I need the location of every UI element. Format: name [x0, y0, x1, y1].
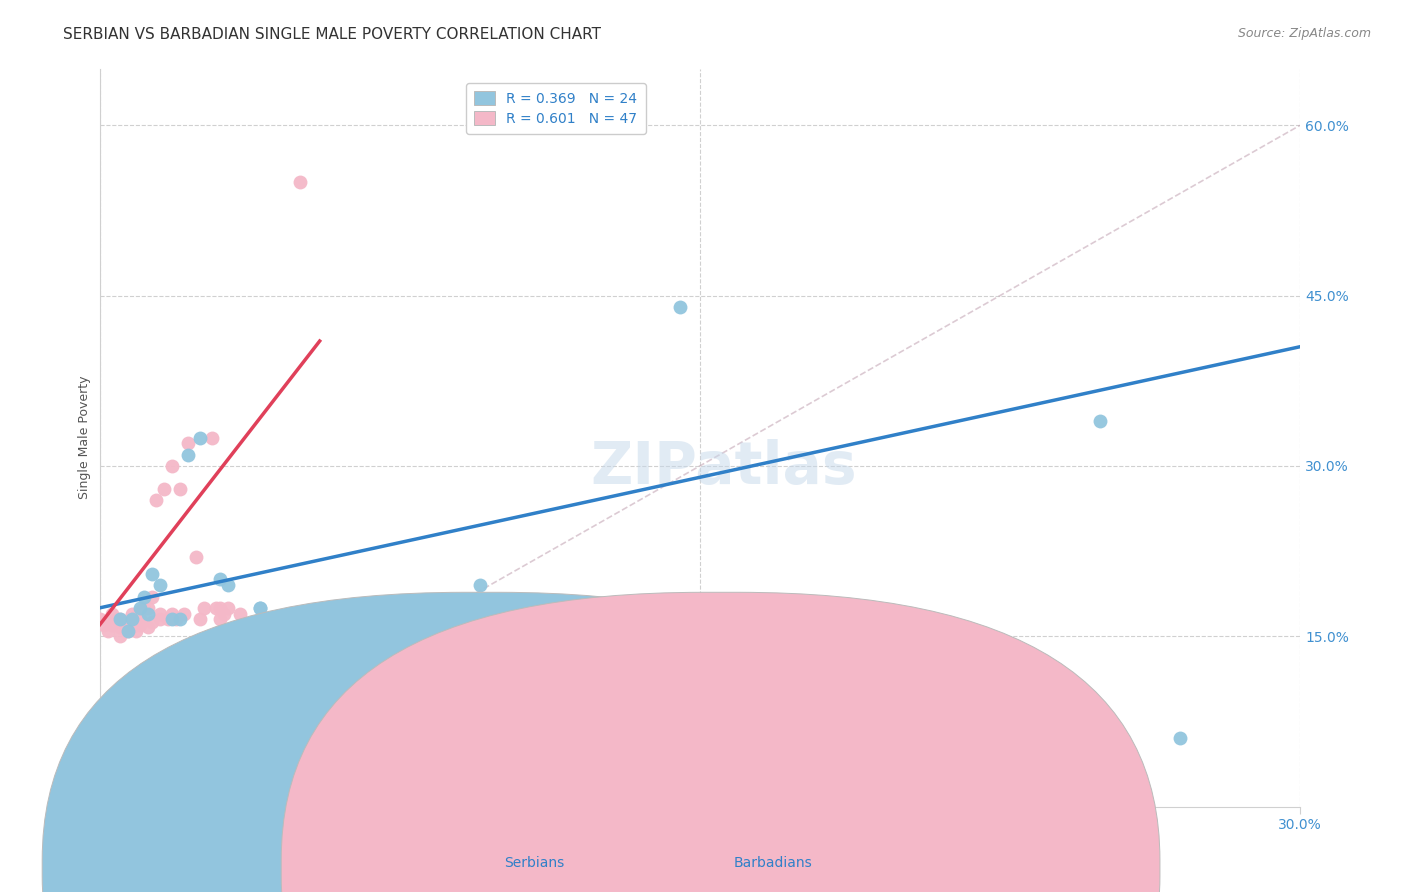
Point	[124, 624, 146, 638]
Point	[217, 578, 239, 592]
Point	[228, 607, 250, 621]
Point	[141, 590, 163, 604]
Point	[201, 431, 224, 445]
Text: ZIPatlas: ZIPatlas	[591, 439, 858, 496]
Point	[169, 482, 191, 496]
Point	[165, 612, 187, 626]
Text: Source: ZipAtlas.com: Source: ZipAtlas.com	[1237, 27, 1371, 40]
Point	[121, 620, 143, 634]
Point	[108, 612, 131, 626]
Point	[169, 612, 191, 626]
Point	[208, 600, 231, 615]
Point	[249, 600, 271, 615]
Point	[128, 600, 150, 615]
Point	[117, 624, 139, 638]
Point	[188, 612, 211, 626]
Point	[208, 612, 231, 626]
Point	[132, 590, 155, 604]
Text: SERBIAN VS BARBADIAN SINGLE MALE POVERTY CORRELATION CHART: SERBIAN VS BARBADIAN SINGLE MALE POVERTY…	[63, 27, 602, 42]
Point	[217, 600, 239, 615]
Point	[160, 607, 183, 621]
Point	[93, 618, 115, 632]
Point	[669, 300, 692, 314]
Point	[128, 618, 150, 632]
Legend: R = 0.369   N = 24, R = 0.601   N = 47: R = 0.369 N = 24, R = 0.601 N = 47	[465, 83, 645, 134]
Point	[89, 612, 111, 626]
Point	[149, 607, 172, 621]
Point	[204, 600, 226, 615]
Point	[193, 600, 215, 615]
Point	[132, 600, 155, 615]
Point	[117, 624, 139, 638]
Point	[1168, 731, 1191, 746]
Point	[468, 578, 491, 592]
Point	[240, 686, 263, 700]
Point	[108, 620, 131, 634]
Point	[104, 612, 127, 626]
Point	[100, 607, 122, 621]
Point	[188, 431, 211, 445]
Point	[100, 618, 122, 632]
Text: Serbians: Serbians	[505, 855, 564, 870]
Text: Barbadians: Barbadians	[734, 855, 813, 870]
Point	[769, 681, 792, 695]
Point	[368, 600, 391, 615]
Point	[329, 600, 352, 615]
Point	[145, 493, 167, 508]
Point	[160, 458, 183, 473]
Point	[128, 604, 150, 618]
Point	[112, 618, 135, 632]
Point	[152, 482, 174, 496]
Point	[149, 578, 172, 592]
Point	[212, 607, 235, 621]
Point	[173, 607, 195, 621]
Point	[1088, 413, 1111, 427]
Point	[249, 600, 271, 615]
Point	[117, 615, 139, 629]
Point	[141, 615, 163, 629]
Point	[136, 600, 159, 615]
Point	[97, 624, 120, 638]
Point	[121, 607, 143, 621]
Point	[208, 573, 231, 587]
Y-axis label: Single Male Poverty: Single Male Poverty	[79, 376, 91, 500]
Point	[176, 448, 198, 462]
Point	[184, 549, 207, 564]
Point	[108, 629, 131, 643]
Point	[149, 612, 172, 626]
Point	[136, 620, 159, 634]
Point	[136, 607, 159, 621]
Point	[288, 175, 311, 189]
Point	[108, 612, 131, 626]
Point	[128, 612, 150, 626]
Point	[529, 646, 551, 660]
Point	[121, 612, 143, 626]
Point	[156, 612, 179, 626]
Point	[160, 612, 183, 626]
Point	[176, 436, 198, 450]
Point	[124, 608, 146, 623]
Point	[141, 566, 163, 581]
